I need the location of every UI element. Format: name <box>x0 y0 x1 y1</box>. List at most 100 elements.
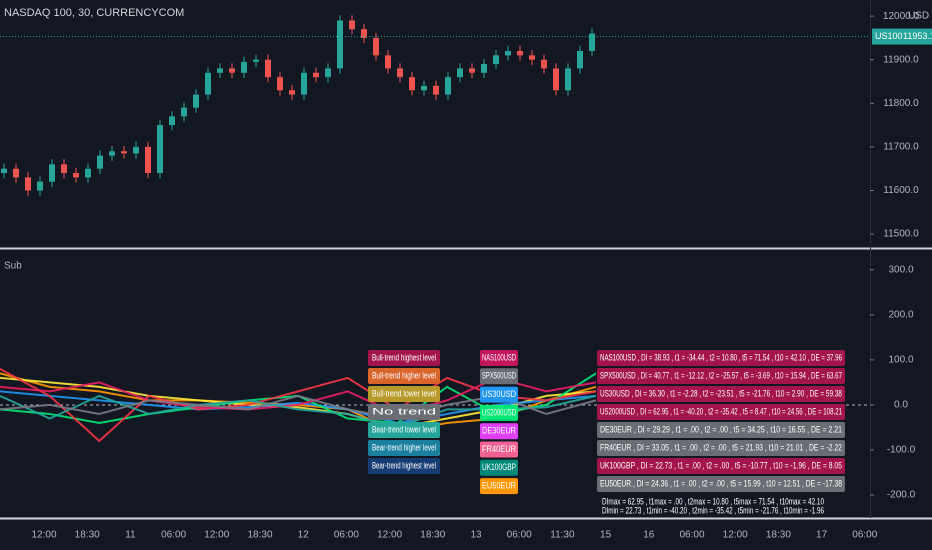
trend-level-label: Bear-trend lower level <box>372 424 436 434</box>
symbol-tag-box <box>480 386 518 403</box>
stats-box <box>597 458 845 474</box>
candle-body <box>253 59 259 62</box>
candle-body <box>433 85 439 95</box>
candle-body <box>589 33 595 51</box>
x-tick-label: 12:00 <box>723 530 748 541</box>
symbol-tag-box <box>480 478 518 495</box>
candle-body <box>301 72 307 95</box>
symbol-tag-label: DE30EUR <box>482 426 516 436</box>
price-tag-symbol: US100 <box>875 31 903 41</box>
candle-body <box>73 173 79 178</box>
candle-body <box>97 155 103 169</box>
x-tick-label: 06:00 <box>161 530 186 541</box>
candle-body <box>373 37 379 56</box>
trend-level-label: Bear-trend higher level <box>372 442 436 452</box>
y-tick-label: 200.0 <box>888 310 913 321</box>
symbol-tag-box <box>480 423 518 440</box>
candle-body <box>445 77 451 95</box>
candle-body <box>37 181 43 191</box>
candle-body <box>217 68 223 73</box>
candle-body <box>421 85 427 91</box>
y-tick-label: -100.0 <box>887 445 916 456</box>
symbol-tag-box <box>480 404 518 421</box>
symbol-tag-label: NAS100USD <box>482 352 516 362</box>
candle-body <box>325 68 331 78</box>
chart-title: NASDAQ 100, 30, CURRENCYCOM <box>4 7 184 19</box>
candle-body <box>361 29 367 38</box>
symbol-tag-box <box>480 459 518 476</box>
stats-line: DE30EUR , DI = 29.29 , t1 = .00 , t2 = .… <box>600 424 842 434</box>
pane-title: Sub <box>4 261 22 272</box>
trend-level-box <box>368 404 440 420</box>
candle-body <box>205 72 211 95</box>
x-tick-label: 06:00 <box>679 530 704 541</box>
stats-box <box>597 422 845 438</box>
candle-body <box>85 168 91 178</box>
candle-body <box>481 64 487 73</box>
candle-body <box>517 50 523 56</box>
y-tick-label: 11500.0 <box>883 229 919 240</box>
stats-box <box>597 404 845 420</box>
trend-level-label: Bull-trend highest level <box>372 352 436 362</box>
candle-body <box>553 68 559 91</box>
y-tick-label: 11600.0 <box>883 185 919 196</box>
trend-level-box <box>368 368 440 384</box>
candle-body <box>109 151 115 156</box>
candle-body <box>181 107 187 117</box>
x-tick-label: 11 <box>125 530 136 541</box>
y-tick-label: 11900.0 <box>883 54 919 65</box>
x-tick-label: 17 <box>816 530 828 541</box>
symbol-tag-label: US2000USD <box>482 407 516 417</box>
x-tick-label: 18:30 <box>420 530 445 541</box>
y-tick-label: 0.0 <box>894 400 908 411</box>
candle-body <box>457 68 463 78</box>
stats-box <box>597 476 845 492</box>
symbol-tag-label: FR40EUR <box>482 444 516 454</box>
trend-level-box <box>368 386 440 402</box>
candle-body <box>157 125 163 174</box>
candle-body <box>469 68 475 73</box>
x-tick-label: 18:30 <box>766 530 791 541</box>
x-tick-label: 12:00 <box>377 530 402 541</box>
candle-body <box>385 55 391 69</box>
candle-body <box>397 68 403 78</box>
trend-level-box <box>368 422 440 438</box>
stats-line: EU50EUR , DI = 24.36 , t1 = .00 , t2 = .… <box>600 478 842 488</box>
candle-body <box>313 72 319 78</box>
y-tick-label: 300.0 <box>888 264 913 275</box>
symbol-tag-box <box>480 368 518 385</box>
candle-body <box>1 168 7 174</box>
candle-body <box>337 20 343 69</box>
price-tag-value: 11953.1 <box>903 31 932 41</box>
candle-body <box>277 77 283 91</box>
candle-body <box>241 61 247 73</box>
price-tag <box>872 28 932 45</box>
currency-label: USD <box>908 11 929 22</box>
stats-line: FR40EUR , DI = 33.05 , t1 = .00 , t2 = .… <box>600 442 842 452</box>
trend-level-label: Bear-trend highest level <box>372 460 436 470</box>
candle-body <box>493 55 499 65</box>
x-tick-label: 18:30 <box>75 530 100 541</box>
symbol-tag-label: EU50EUR <box>482 480 516 490</box>
candle-body <box>25 177 31 191</box>
candle-body <box>133 146 139 154</box>
x-tick-label: 11:30 <box>550 530 575 541</box>
candle-body <box>13 168 19 178</box>
y-tick-label: 12000.0 <box>883 11 920 22</box>
candle-body <box>169 116 175 126</box>
stats-line: UK100GBP , DI = 22.73 , t1 = .00 , t2 = … <box>600 460 842 470</box>
candle-body <box>145 146 151 174</box>
x-tick-label: 12:00 <box>31 530 56 541</box>
candle-body <box>529 55 535 60</box>
x-tick-label: 12 <box>298 530 310 541</box>
stats-box <box>597 350 845 366</box>
symbol-tag-label: SPX500USD <box>482 371 516 381</box>
trend-level-label: Bull-trend higher level <box>372 370 436 380</box>
candle-body <box>505 50 511 56</box>
stats-box <box>597 386 845 402</box>
stats-box <box>597 368 845 384</box>
stats-line: US2000USD , DI = 62.95 , t1 = -40.20 , t… <box>600 406 842 416</box>
symbol-tag-box <box>480 350 518 366</box>
candle-body <box>541 59 547 69</box>
